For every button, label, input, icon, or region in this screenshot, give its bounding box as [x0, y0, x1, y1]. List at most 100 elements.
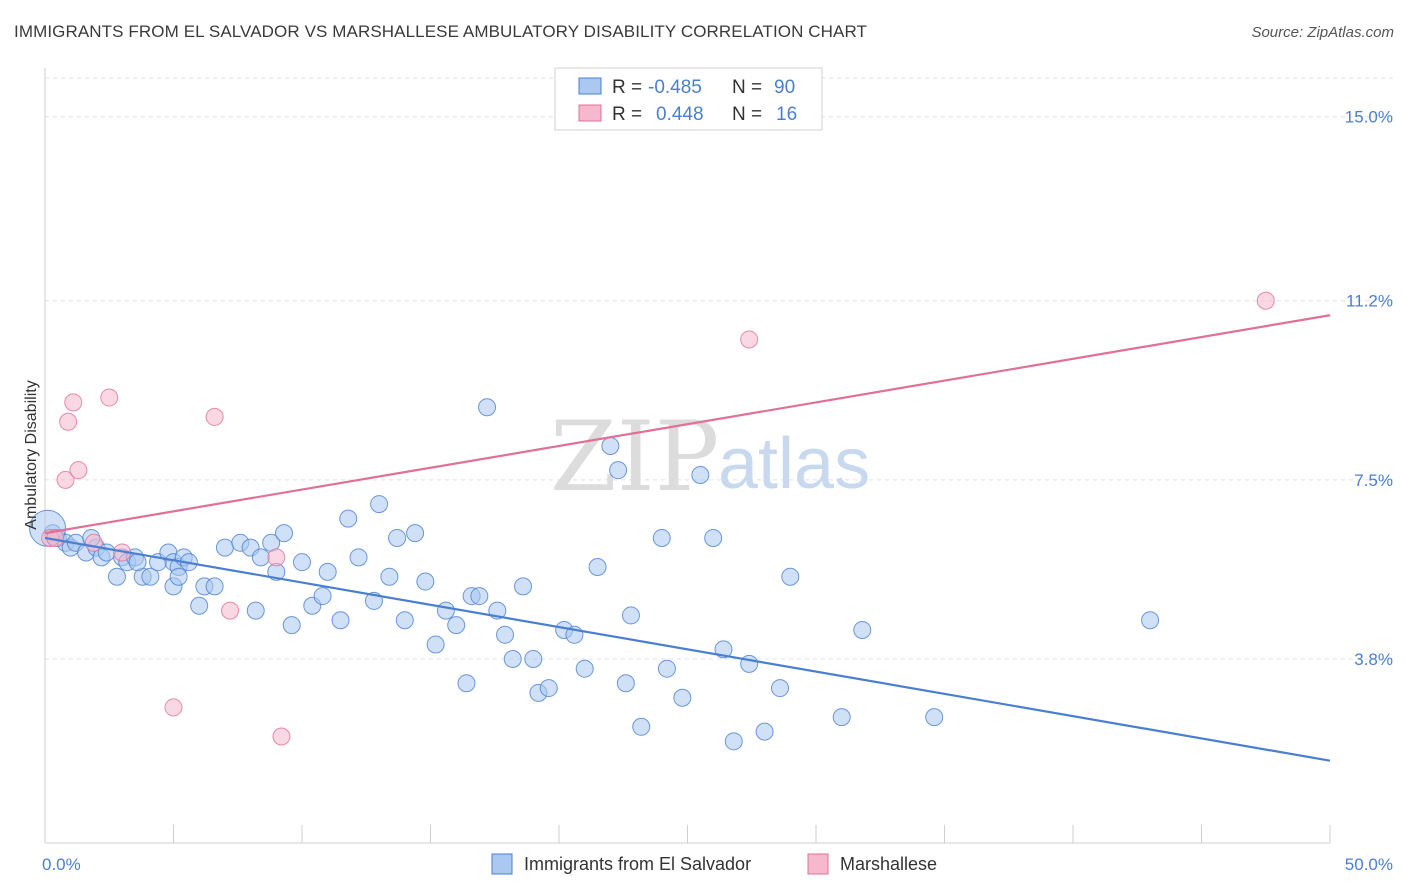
legend-r-label: R =: [612, 104, 642, 125]
el-salvador-point: [447, 616, 466, 635]
el-salvador-point: [395, 611, 414, 630]
marshallese-point: [205, 407, 224, 426]
marshallese-point: [164, 698, 183, 717]
legend-r-value: 0.448: [656, 104, 704, 125]
watermark-atlas: atlas: [718, 424, 870, 504]
y-tick-label: 7.5%: [1354, 471, 1393, 490]
el-salvador-point: [714, 640, 733, 659]
legend-swatch-pink: [578, 104, 602, 122]
series-label-marshallese: Marshallese: [840, 854, 937, 874]
el-salvador-point: [128, 553, 147, 572]
el-salvador-point: [275, 524, 294, 543]
el-salvador-point: [246, 601, 265, 620]
el-salvador-point: [575, 659, 594, 678]
marshallese-point: [100, 388, 119, 407]
el-salvador-point: [771, 679, 790, 698]
el-salvador-point: [524, 650, 543, 669]
marshallese-point: [59, 412, 78, 431]
y-tick-label: 15.0%: [1345, 108, 1393, 127]
el-salvador-point: [215, 538, 234, 557]
y-tick-labels: 3.8% 7.5% 11.2% 15.0%: [1345, 108, 1393, 669]
marshallese-point: [69, 461, 88, 480]
legend-r-label: R =: [612, 77, 642, 98]
marshallese-point: [272, 727, 291, 746]
marshallese-point: [56, 470, 75, 489]
series-legend: Immigrants from El Salvador Marshallese: [491, 853, 937, 875]
el-salvador-point: [388, 528, 407, 547]
el-salvador-point: [496, 625, 515, 644]
el-salvador-point: [632, 717, 651, 736]
legend-swatch-blue: [578, 77, 602, 95]
x-tick-label: 0.0%: [42, 855, 81, 874]
el-salvador-point: [781, 567, 800, 586]
el-salvador-point: [503, 650, 522, 669]
el-salvador-point: [349, 548, 368, 567]
el-salvador-point: [478, 398, 497, 417]
marshallese-point: [84, 533, 103, 552]
el-salvador-point: [416, 572, 435, 591]
el-salvador-point: [514, 577, 533, 596]
marshallese-point: [740, 330, 759, 349]
watermark: ZIP atlas: [550, 401, 870, 513]
el-salvador-point: [190, 596, 209, 615]
x-tick-label: 50.0%: [1345, 855, 1393, 874]
el-salvador-point: [657, 659, 676, 678]
watermark-zip: ZIP: [550, 401, 719, 513]
x-tick-labels: 0.0% 50.0%: [42, 855, 1393, 874]
el-salvador-point: [673, 688, 692, 707]
marshallese-point: [1256, 291, 1275, 310]
el-salvador-point: [853, 620, 872, 639]
el-salvador-point: [331, 611, 350, 630]
el-salvador-point: [621, 606, 640, 625]
legend-n-value: 16: [776, 104, 797, 125]
el-salvador-point: [755, 722, 774, 741]
el-salvador-point: [925, 708, 944, 727]
el-salvador-point: [588, 558, 607, 577]
el-salvador-point: [457, 674, 476, 693]
el-salvador-point: [601, 436, 620, 455]
el-salvador-point: [539, 679, 558, 698]
el-salvador-trend-line: [44, 536, 1331, 762]
legend-n-label: N =: [732, 104, 762, 125]
correlation-legend: R = -0.485 N = 90 R = 0.448 N = 16: [554, 67, 823, 131]
axes: [44, 68, 1331, 844]
source-label: Source: ZipAtlas.com: [1251, 24, 1394, 41]
el-salvador-point: [380, 567, 399, 586]
legend-r-value: -0.485: [648, 77, 702, 98]
el-salvador-point: [616, 674, 635, 693]
el-salvador-point: [205, 577, 224, 596]
marshallese-point: [267, 548, 286, 567]
el-salvador-point: [1141, 611, 1160, 630]
marshallese-point: [64, 393, 83, 412]
el-salvador-point: [436, 601, 455, 620]
el-salvador-point: [251, 548, 270, 567]
el-salvador-point: [426, 635, 445, 654]
legend-n-label: N =: [732, 77, 762, 98]
el-salvador-point: [406, 524, 425, 543]
gridlines: [45, 77, 1395, 660]
el-salvador-point: [339, 509, 358, 528]
el-salvador-point: [313, 587, 332, 606]
el-salvador-point: [141, 567, 160, 586]
el-salvador-point: [652, 528, 671, 547]
el-salvador-point: [282, 616, 301, 635]
series-swatch-blue: [491, 853, 513, 875]
el-salvador-point: [318, 562, 337, 581]
y-axis-label: Ambulatory Disability: [23, 380, 40, 529]
trend-lines: [44, 314, 1331, 762]
el-salvador-point: [169, 567, 188, 586]
series-swatch-pink: [807, 853, 829, 875]
el-salvador-point: [609, 461, 628, 480]
chart-title: IMMIGRANTS FROM EL SALVADOR VS MARSHALLE…: [14, 22, 868, 41]
el-salvador-point: [832, 708, 851, 727]
el-salvador-point: [724, 732, 743, 751]
el-salvador-point: [470, 587, 489, 606]
el-salvador-point: [691, 466, 710, 485]
marshallese-trend-line: [44, 314, 1331, 535]
el-salvador-point: [293, 553, 311, 572]
data-points: [29, 291, 1275, 751]
y-tick-label: 11.2%: [1346, 292, 1393, 311]
el-salvador-point: [370, 495, 389, 514]
y-tick-label: 3.8%: [1354, 650, 1393, 669]
